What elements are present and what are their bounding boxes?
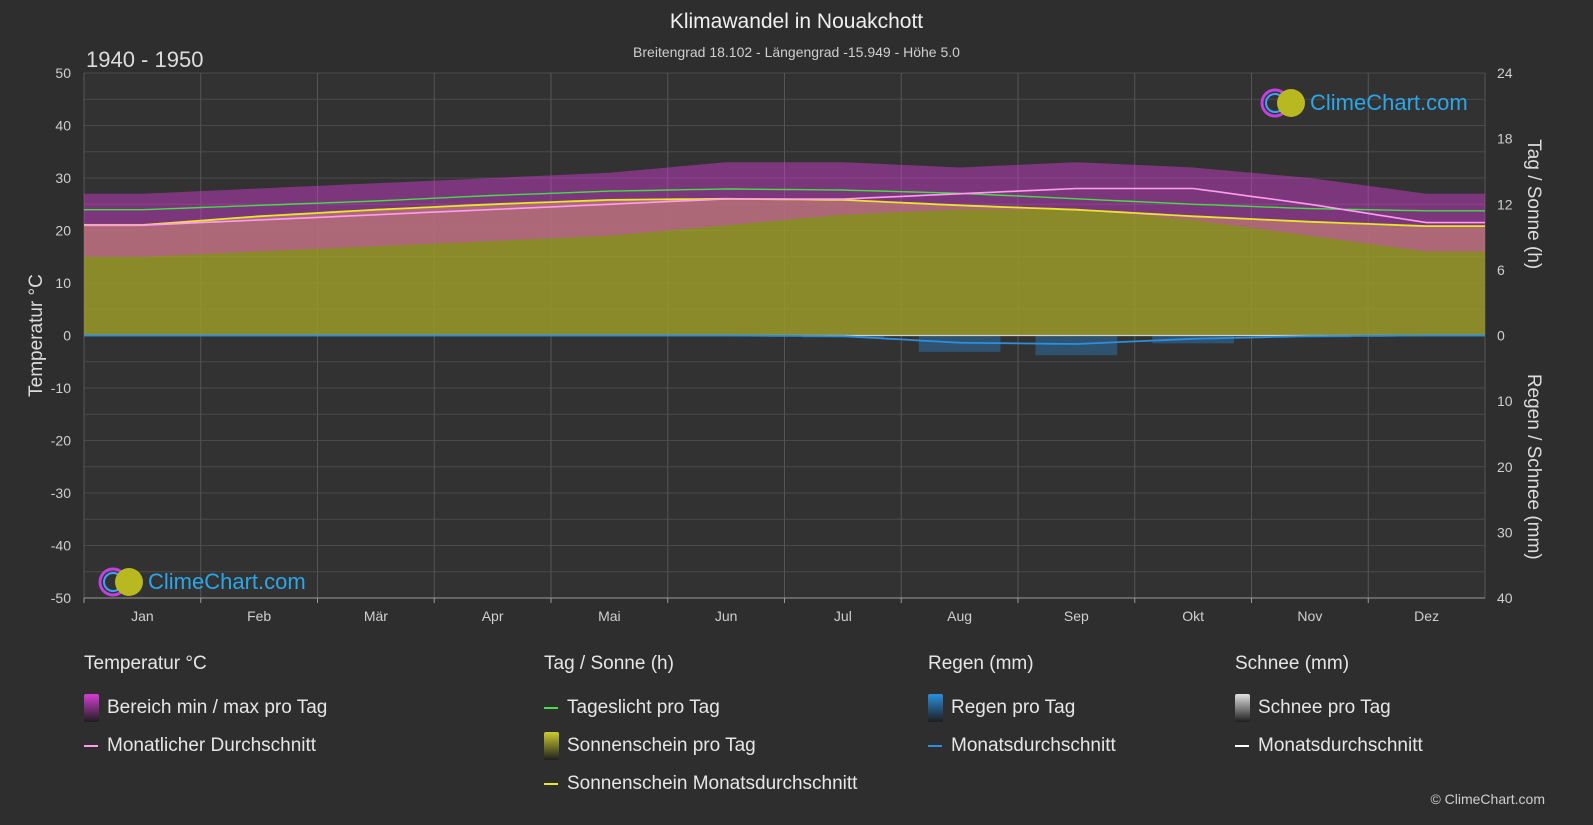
chart-subtitle: Breitengrad 18.102 - Längengrad -15.949 … [633,44,960,60]
legend-swatch-rect [544,732,559,760]
right-bottom-tick-label: 30 [1497,524,1513,540]
logo-icon [98,567,143,597]
legend-group: Regen (mm) Regen pro Tag Monatsdurchschnit… [928,653,1116,765]
legend-swatch-rect [928,694,943,722]
left-tick-label: 40 [55,118,71,134]
left-tick-label: 10 [55,275,71,291]
left-tick-label: -20 [51,433,71,449]
temp-range-band [84,162,1485,257]
right-bottom-tick-label: 40 [1497,590,1513,606]
legend-swatch-line [544,707,558,709]
x-tick-label: Sep [1064,608,1089,624]
left-tick-label: 20 [55,223,71,239]
legend-item[interactable]: Monatlicher Durchschnitt [84,727,327,765]
x-tick-label: Apr [482,608,504,624]
rain-avg-line [84,334,1485,345]
legend-item[interactable]: Monatsdurchschnitt [928,727,1116,765]
legend-item-label: Regen pro Tag [951,697,1076,718]
right-bottom-tick-label: 20 [1497,459,1513,475]
legend-item[interactable]: Schnee pro Tag [1235,689,1423,727]
logo-text: ClimeChart.com [1310,90,1468,115]
legend-item[interactable]: Tageslicht pro Tag [544,689,857,727]
logo-icon [1260,88,1305,118]
legend-group: Tag / Sonne (h) Tageslicht pro Tag Sonnens… [544,653,857,803]
left-tick-label: -10 [51,380,71,396]
legend-item[interactable]: Sonnenschein pro Tag [544,727,857,765]
left-tick-label: 50 [55,65,71,81]
right-axis-title-bottom: Regen / Schnee (mm) [1523,374,1544,560]
legend-group-header: Tag / Sonne (h) [544,653,674,674]
x-tick-label: Jun [715,608,738,624]
right-top-tick-label: 24 [1497,65,1513,81]
x-tick-label: Jan [131,608,154,624]
legend-group-header: Temperatur °C [84,653,207,674]
legend-swatch-rect [84,694,99,722]
rain-bar [1035,335,1118,356]
legend-item-label: Schnee pro Tag [1258,697,1391,718]
x-tick-label: Dez [1414,608,1439,624]
legend-item-label: Sonnenschein pro Tag [567,735,756,756]
right-top-tick-label: 0 [1497,328,1505,344]
right-axis-title-top: Tag / Sonne (h) [1523,139,1544,269]
chart-title: Klimawandel in Nouakchott [669,10,924,33]
legend-item-label: Monatsdurchschnitt [951,735,1116,756]
legend-item[interactable]: Bereich min / max pro Tag [84,689,327,727]
legend-group-header: Regen (mm) [928,653,1034,674]
legend-swatch-line [544,783,558,785]
legend-group: Temperatur °C Bereich min / max pro Tag Mo… [84,653,327,765]
left-axis-title: Temperatur °C [26,274,47,397]
left-tick-label: 30 [55,170,71,186]
x-tick-label: Okt [1182,608,1204,624]
x-tick-label: Mai [598,608,621,624]
legend-group: Schnee (mm) Schnee pro Tag Monatsdurchschn… [1235,653,1423,765]
legend-swatch-rect [1235,694,1250,722]
legend-item-label: Bereich min / max pro Tag [107,697,328,718]
left-tick-label: -50 [51,590,71,606]
x-tick-label: Mär [364,608,388,624]
right-top-tick-label: 18 [1497,131,1513,147]
legend-item[interactable]: Regen pro Tag [928,689,1116,727]
climate-chart: 50 40 30 20 10 0 -10 -20 -30 -40 -50 24 18 12 6 0 10 20 30… [26,65,1544,624]
legend-item-label: Sonnenschein Monatsdurchschnitt [567,773,858,794]
legend-swatch-line [1235,745,1249,747]
legend-group-header: Schnee (mm) [1235,653,1350,674]
legend: Temperatur °C Bereich min / max pro Tag Mo… [0,650,1593,825]
legend-item-label: Monatsdurchschnitt [1258,735,1423,756]
left-tick-label: -40 [51,538,71,554]
legend-item[interactable]: Sonnenschein Monatsdurchschnitt [544,765,857,803]
daylight-line [84,188,1485,212]
x-tick-label: Feb [247,608,271,624]
rain-bar [918,335,1001,352]
logo-top[interactable]: ClimeChart.com [1258,86,1468,120]
right-bottom-tick-label: 10 [1497,393,1513,409]
x-tick-label: Jul [834,608,852,624]
left-tick-label: 0 [63,328,71,344]
sunshine-area [84,198,1485,336]
right-top-tick-label: 12 [1497,196,1513,212]
right-top-tick-label: 6 [1497,262,1505,278]
logo-text: ClimeChart.com [148,569,306,594]
temp-avg-line [84,187,1485,227]
legend-item[interactable]: Monatsdurchschnitt [1235,727,1423,765]
legend-item-label: Tageslicht pro Tag [567,697,720,718]
legend-item-label: Monatlicher Durchschnitt [107,735,317,756]
legend-swatch-line [928,745,942,747]
x-tick-label: Nov [1297,608,1322,624]
legend-swatch-line [84,745,98,747]
x-tick-label: Aug [947,608,972,624]
logo-bottom[interactable]: ClimeChart.com [96,565,306,599]
copyright: © ClimeChart.com [1430,791,1545,807]
period-label: 1940 - 1950 [86,47,204,72]
left-tick-label: -30 [51,485,71,501]
